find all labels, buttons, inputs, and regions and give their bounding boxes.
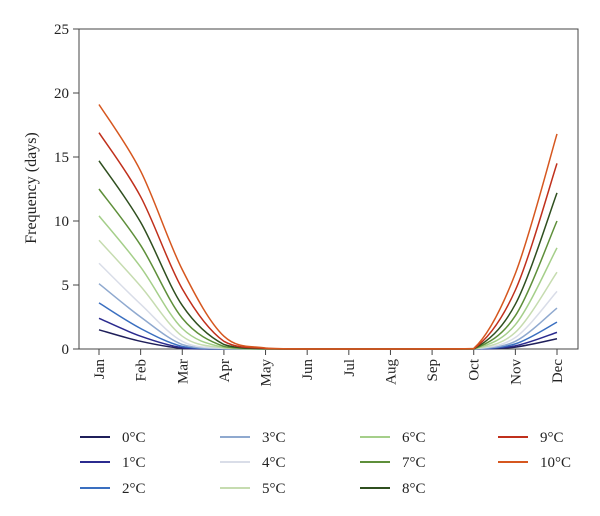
y-tick-label: 0: [62, 342, 70, 358]
x-tick-label: Nov: [508, 359, 524, 385]
x-axis: Jan Feb Mar Apr May Jun Jul Aug Sep Oct Nov Dec: [92, 349, 566, 387]
y-axis: 0 5 10 15 20 25: [54, 22, 79, 358]
x-tick-label: May: [259, 359, 275, 387]
legend-item: 8°C: [360, 481, 426, 497]
legend-label: 4°C: [262, 455, 286, 471]
legend-item: 9°C: [498, 430, 564, 446]
x-tick-label: Mar: [175, 359, 191, 384]
legend-label: 10°C: [540, 455, 571, 471]
x-tick-label: Oct: [467, 358, 483, 380]
legend-item: 4°C: [220, 455, 286, 471]
legend-item: 0°C: [80, 430, 146, 446]
legend: 0°C 1°C 2°C 3°C 4°C 5°C 6°C 7°C 8°C 9°C 10°C: [80, 430, 571, 497]
y-tick-label: 10: [54, 214, 69, 230]
legend-item: 1°C: [80, 455, 146, 471]
legend-item: 6°C: [360, 430, 426, 446]
series-line-7: [98, 188, 558, 350]
y-tick-label: 5: [62, 278, 70, 294]
legend-label: 6°C: [402, 430, 426, 446]
legend-label: 8°C: [402, 481, 426, 497]
legend-label: 9°C: [540, 430, 564, 446]
legend-label: 1°C: [122, 455, 146, 471]
legend-item: 2°C: [80, 481, 146, 497]
legend-item: 7°C: [360, 455, 426, 471]
legend-label: 7°C: [402, 455, 426, 471]
legend-item: 10°C: [498, 455, 571, 471]
legend-label: 2°C: [122, 481, 146, 497]
x-tick-label: Dec: [550, 359, 566, 383]
y-axis-title: Frequency (days): [23, 132, 40, 244]
x-tick-label: Jun: [300, 359, 316, 380]
y-tick-label: 25: [54, 22, 69, 38]
legend-label: 3°C: [262, 430, 286, 446]
x-tick-label: Apr: [217, 359, 233, 382]
x-tick-label: Jan: [92, 359, 108, 379]
legend-item: 3°C: [220, 430, 286, 446]
series-lines: [98, 104, 558, 350]
y-tick-label: 20: [54, 86, 69, 102]
legend-item: 5°C: [220, 481, 286, 497]
series-line-9: [98, 132, 558, 350]
legend-label: 0°C: [122, 430, 146, 446]
series-line-10: [98, 104, 558, 350]
y-tick-label: 15: [54, 150, 69, 166]
legend-label: 5°C: [262, 481, 286, 497]
x-tick-label: Aug: [383, 359, 399, 385]
x-tick-label: Feb: [134, 359, 150, 382]
x-tick-label: Jul: [342, 359, 358, 377]
x-tick-label: Sep: [425, 359, 441, 382]
